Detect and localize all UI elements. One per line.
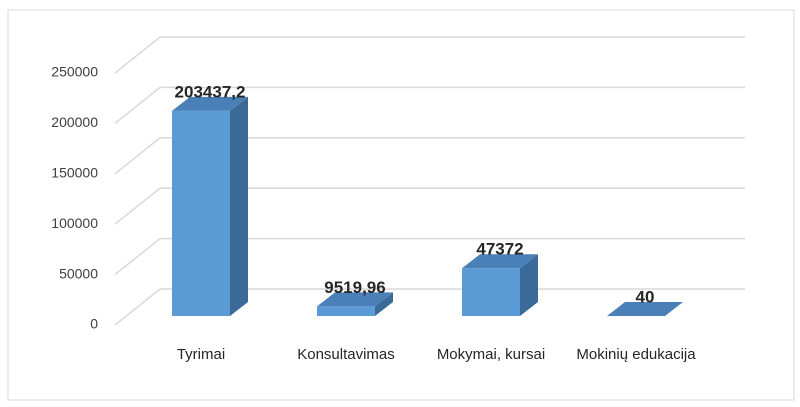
y-tick-label: 0 xyxy=(90,316,98,332)
chart-border xyxy=(7,9,795,401)
y-tick-label: 100000 xyxy=(51,215,98,231)
data-label: 40 xyxy=(636,287,655,306)
bar xyxy=(462,254,538,316)
bar-front xyxy=(462,268,520,316)
y-tick-label: 50000 xyxy=(59,265,98,281)
bar-top xyxy=(607,301,683,316)
y-tick-label: 250000 xyxy=(51,64,98,80)
bar-front xyxy=(172,110,230,316)
bar-side xyxy=(230,96,248,316)
bar-top xyxy=(462,254,538,269)
data-label: 47372 xyxy=(476,240,523,259)
grid-line xyxy=(114,86,745,124)
bar-side xyxy=(520,254,538,316)
bar-top xyxy=(172,96,248,111)
bar xyxy=(317,292,393,316)
x-tick-label: Konsultavimas xyxy=(297,346,395,363)
data-label: 9519,96 xyxy=(324,278,385,297)
bar-side xyxy=(665,301,683,316)
grid-line xyxy=(114,288,745,326)
x-tick-label: Mokymai, kursai xyxy=(437,346,545,363)
grid-line xyxy=(114,36,745,74)
grid-line xyxy=(114,137,745,175)
y-tick-label: 200000 xyxy=(51,114,98,130)
x-tick-label: Tyrimai xyxy=(177,346,225,363)
bar-top xyxy=(317,292,393,307)
bar-side xyxy=(375,292,393,316)
bar-front xyxy=(317,306,375,316)
grid-line xyxy=(114,237,745,276)
x-tick-label: Mokinių edukacija xyxy=(576,346,696,363)
bar xyxy=(172,96,248,316)
grid-line xyxy=(114,187,745,225)
bar xyxy=(607,301,683,316)
data-label: 203437,2 xyxy=(175,82,246,101)
y-tick-label: 150000 xyxy=(51,165,98,181)
